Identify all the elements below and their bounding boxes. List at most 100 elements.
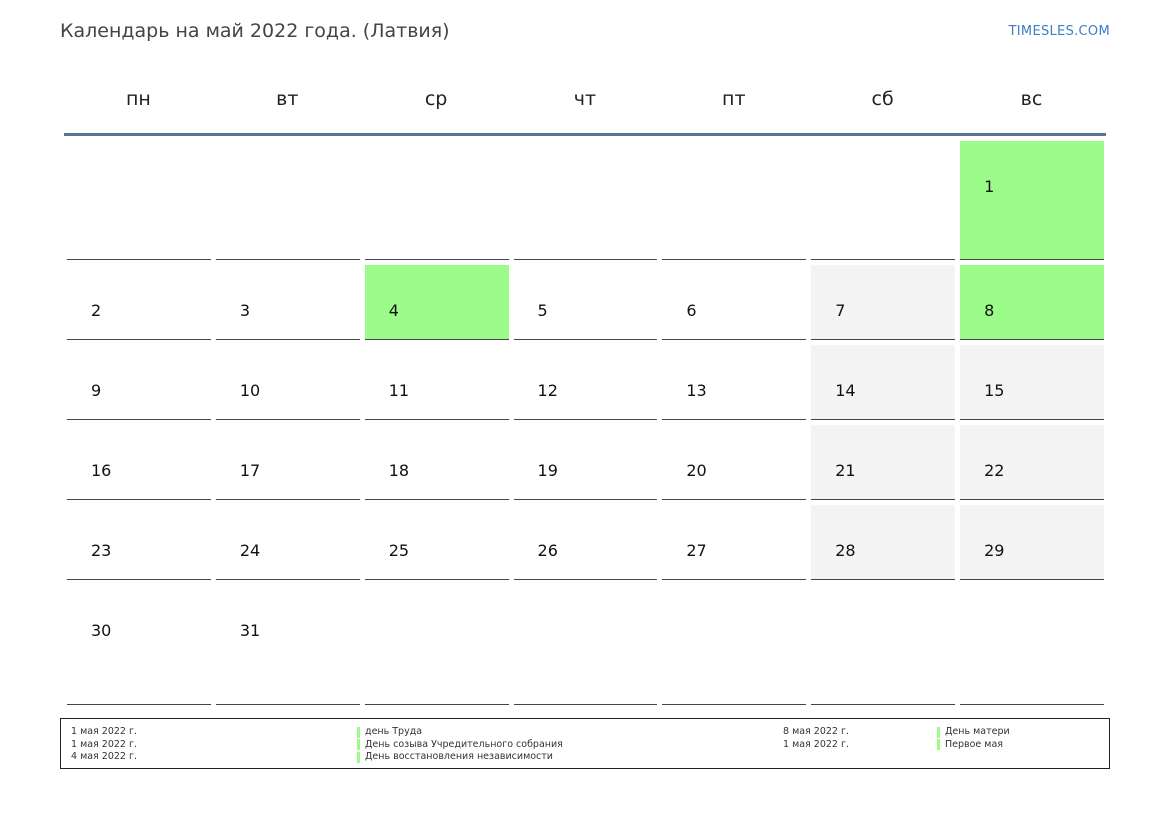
calendar-day-cell[interactable]: 15: [957, 340, 1106, 420]
calendar-day-cell[interactable]: 19: [511, 420, 660, 500]
day-box: 16: [67, 425, 211, 500]
day-number: 28: [835, 541, 856, 560]
weekend-day-box: 14: [811, 345, 956, 420]
calendar-day-cell[interactable]: 7: [808, 260, 957, 340]
calendar-day-cell[interactable]: 30: [64, 580, 213, 705]
calendar-day-cell: [808, 580, 957, 705]
day-box: 27: [662, 505, 807, 580]
calendar-week-row: 23 24 25 26 27 28 29: [64, 500, 1106, 580]
day-box: [811, 141, 956, 260]
weekend-day-box: 29: [960, 505, 1104, 580]
calendar-day-cell[interactable]: 4: [362, 260, 511, 340]
day-number: 9: [91, 381, 102, 400]
day-number: 24: [239, 541, 261, 560]
calendar-day-cell[interactable]: 8: [957, 260, 1106, 340]
day-number: 6: [686, 301, 697, 320]
calendar-day-cell[interactable]: 29: [957, 500, 1106, 580]
day-box: 19: [513, 425, 658, 500]
legend-color-marker: [357, 739, 360, 750]
calendar-day-cell[interactable]: 25: [362, 500, 511, 580]
legend-holiday-name: Первое мая: [945, 738, 1003, 750]
page-title: Календарь на май 2022 года. (Латвия): [60, 20, 450, 42]
calendar-day-cell[interactable]: 17: [213, 420, 362, 500]
day-number: 30: [91, 621, 112, 640]
calendar-day-cell[interactable]: 20: [659, 420, 808, 500]
day-number: 13: [686, 381, 707, 400]
legend-date: 1 мая 2022 г.: [71, 738, 137, 750]
calendar-day-cell[interactable]: 24: [213, 500, 362, 580]
site-link[interactable]: TIMESLES.COM: [1008, 24, 1110, 39]
calendar-day-cell[interactable]: 14: [808, 340, 957, 420]
holiday-day-box: 1: [960, 141, 1104, 260]
legend-date: 8 мая 2022 г.: [783, 726, 849, 737]
legend-color-marker: [357, 726, 360, 738]
legend-holiday-name: День матери: [945, 726, 1010, 737]
day-box: 23: [67, 505, 211, 580]
weekday-label: пн: [125, 88, 151, 110]
weekend-day-box: 21: [811, 425, 956, 500]
legend-date: 1 мая 2022 г.: [71, 726, 137, 737]
legend-color-marker: [937, 726, 940, 738]
day-number: 5: [537, 301, 548, 320]
weekday-header: пн вт ср чт пт сб вс: [64, 74, 1106, 136]
legend-color-marker: [937, 739, 940, 750]
calendar-week-row: 30 31: [64, 580, 1106, 705]
calendar-day-cell: [64, 136, 213, 260]
day-box: 30: [67, 585, 211, 705]
day-box: [662, 141, 807, 260]
day-box: [513, 585, 658, 705]
calendar-day-cell[interactable]: 10: [213, 340, 362, 420]
day-number: 11: [388, 381, 410, 400]
day-box: 5: [513, 265, 658, 340]
day-number: 26: [537, 541, 558, 560]
calendar-day-cell[interactable]: 28: [808, 500, 957, 580]
day-box: 31: [215, 585, 360, 705]
calendar-day-cell[interactable]: 5: [511, 260, 660, 340]
calendar-day-cell[interactable]: 26: [511, 500, 660, 580]
calendar-day-cell[interactable]: 23: [64, 500, 213, 580]
calendar-week-row: 16 17 18 19 20 21 22: [64, 420, 1106, 500]
calendar-day-cell[interactable]: 16: [64, 420, 213, 500]
day-number: 20: [686, 461, 707, 480]
calendar-day-cell[interactable]: 12: [511, 340, 660, 420]
weekend-day-box: 7: [811, 265, 956, 340]
day-box: 24: [215, 505, 360, 580]
calendar-day-cell[interactable]: 9: [64, 340, 213, 420]
calendar-day-cell[interactable]: 1: [957, 136, 1106, 260]
calendar-day-cell[interactable]: 22: [957, 420, 1106, 500]
calendar-day-cell: [957, 580, 1106, 705]
day-box: 10: [215, 345, 360, 420]
holiday-legend: 1 мая 2022 г. день Труда 1 мая 2022 г. День…: [60, 718, 1110, 769]
day-box: 12: [513, 345, 658, 420]
day-number: 1: [984, 177, 995, 196]
day-box: [67, 141, 211, 260]
legend-holiday-name: День созыва Учредительного собрания: [365, 738, 563, 750]
calendar-day-cell[interactable]: 3: [213, 260, 362, 340]
day-number: 10: [239, 381, 261, 400]
day-number: 31: [239, 621, 261, 640]
calendar-day-cell[interactable]: 11: [362, 340, 511, 420]
calendar-week-row: 1: [64, 136, 1106, 260]
day-box: [513, 141, 658, 260]
day-number: 4: [388, 301, 399, 320]
calendar-day-cell: [511, 136, 660, 260]
calendar-day-cell: [808, 136, 957, 260]
day-number: 17: [239, 461, 261, 480]
day-box: 13: [662, 345, 807, 420]
calendar-day-cell[interactable]: 27: [659, 500, 808, 580]
holiday-day-box: 4: [364, 265, 509, 340]
calendar-day-cell[interactable]: 13: [659, 340, 808, 420]
calendar-day-cell[interactable]: 2: [64, 260, 213, 340]
legend-holiday-name: День восстановления независимости: [365, 751, 553, 762]
calendar-day-cell[interactable]: 6: [659, 260, 808, 340]
day-box: [960, 585, 1104, 705]
day-box: [811, 585, 956, 705]
legend-date: 1 мая 2022 г.: [783, 738, 849, 750]
calendar-day-cell[interactable]: 31: [213, 580, 362, 705]
day-box: [662, 585, 807, 705]
calendar-day-cell[interactable]: 21: [808, 420, 957, 500]
weekday-label: сб: [871, 88, 894, 110]
calendar-day-cell[interactable]: 18: [362, 420, 511, 500]
legend-date: 4 мая 2022 г.: [71, 751, 137, 762]
day-number: 8: [984, 301, 995, 320]
